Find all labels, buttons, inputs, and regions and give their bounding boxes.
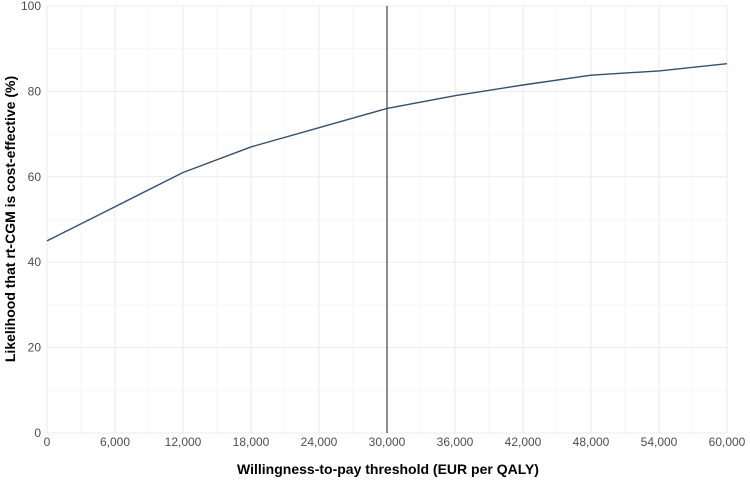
x-tick-labels: 0 6,000 12,000 18,000 24,000 30,000 36,000 42,0…	[44, 435, 746, 449]
y-tick-label: 20	[28, 341, 42, 355]
x-tick-label: 30,000	[369, 435, 406, 449]
x-tick-label: 24,000	[301, 435, 338, 449]
x-tick-label: 54,000	[641, 435, 678, 449]
x-tick-label: 36,000	[437, 435, 474, 449]
x-tick-label: 42,000	[505, 435, 542, 449]
x-tick-label: 12,000	[165, 435, 202, 449]
x-tick-label: 0	[44, 435, 51, 449]
series-line	[46, 62, 728, 242]
y-tick-label: 60	[28, 170, 42, 184]
x-tick-label: 60,000	[709, 435, 746, 449]
x-tick-label: 6,000	[100, 435, 130, 449]
y-tick-labels: 0 20 40 60 80 100	[21, 0, 41, 440]
y-tick-label: 100	[21, 0, 41, 13]
series-layer	[46, 62, 728, 242]
x-tick-label: 18,000	[233, 435, 270, 449]
x-tick-label: 48,000	[573, 435, 610, 449]
y-axis-title: Likelihood that rt-CGM is cost-effective…	[2, 76, 18, 362]
y-tick-label: 80	[28, 84, 42, 98]
y-tick-label: 40	[28, 255, 42, 269]
y-tick-label: 0	[34, 426, 41, 440]
x-axis-title: Willingness-to-pay threshold (EUR per QA…	[237, 461, 539, 477]
